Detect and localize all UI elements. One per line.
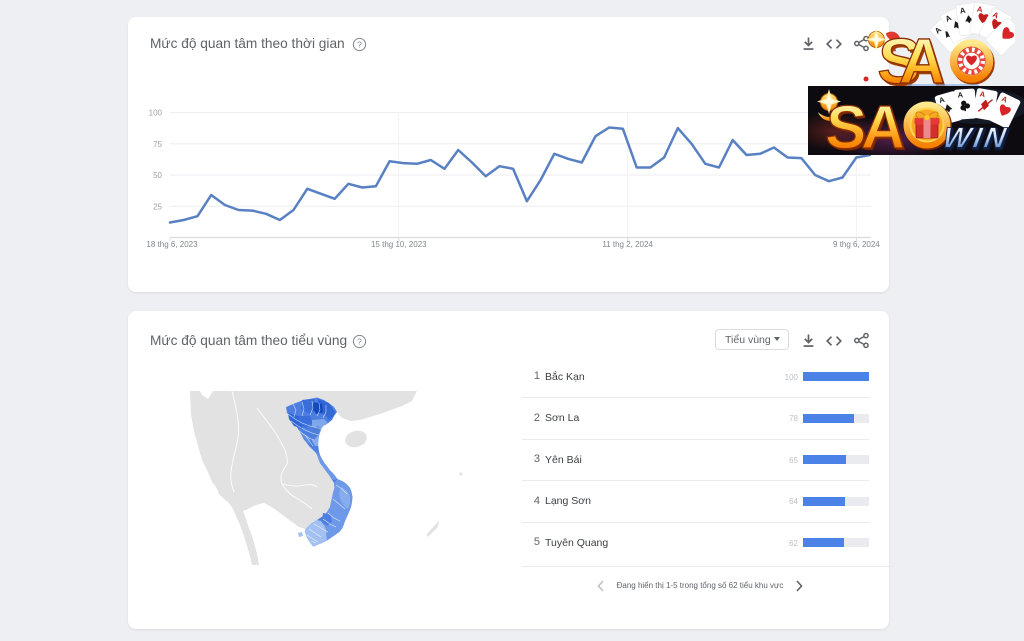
svg-text:11 thg 2, 2024: 11 thg 2, 2024: [602, 240, 653, 249]
svg-text:SA: SA: [824, 93, 908, 155]
svg-text:?: ?: [357, 337, 362, 347]
svg-text:?: ?: [357, 40, 362, 50]
svg-text:WIN: WIN: [942, 124, 1010, 155]
svg-text:A: A: [944, 13, 953, 24]
svg-text:A: A: [1000, 94, 1009, 105]
svg-text:A: A: [979, 89, 986, 99]
svg-text:50: 50: [153, 171, 162, 180]
svg-text:15 thg 10, 2023: 15 thg 10, 2023: [371, 240, 427, 249]
svg-text:A: A: [957, 90, 964, 99]
svg-text:SA: SA: [826, 95, 910, 155]
svg-text:A: A: [938, 95, 946, 105]
svg-text:25: 25: [153, 202, 162, 211]
svg-text:A: A: [933, 25, 943, 36]
svg-text:WIN: WIN: [940, 123, 1008, 155]
svg-text:9 thg 6, 2024: 9 thg 6, 2024: [833, 240, 880, 249]
svg-text:SA: SA: [876, 25, 948, 88]
svg-text:75: 75: [153, 140, 162, 149]
svg-text:SA: SA: [878, 28, 950, 88]
svg-text:18 thg 6, 2023: 18 thg 6, 2023: [146, 240, 198, 249]
svg-text:A: A: [959, 6, 966, 16]
svg-text:100: 100: [149, 109, 163, 118]
svg-text:A: A: [976, 4, 983, 14]
svg-text:A: A: [991, 10, 1001, 21]
